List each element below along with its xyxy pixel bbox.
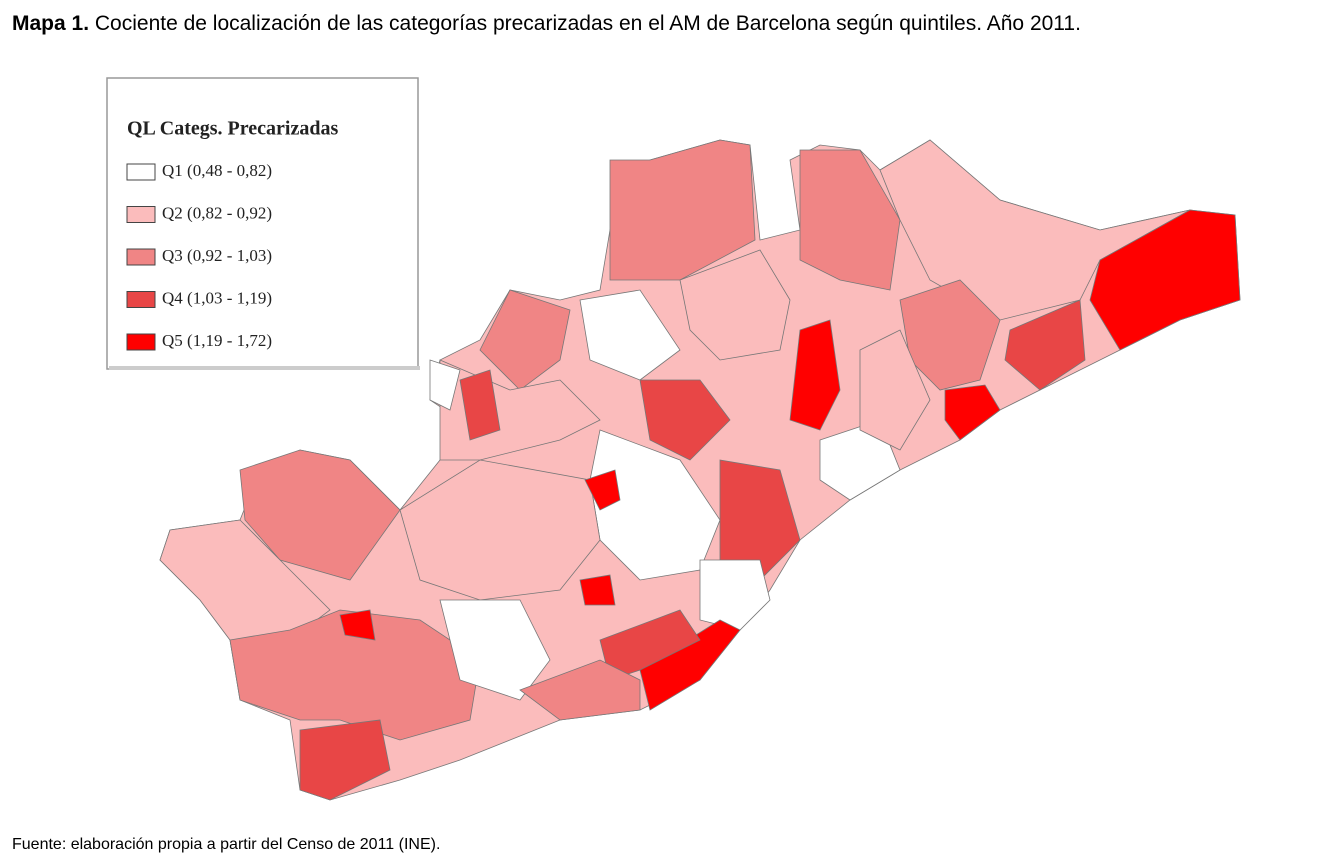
region (439, 599, 551, 701)
legend: QL Categs. Precarizadas Q1 (0,48 - 0,82)… (106, 77, 420, 370)
legend-label: Q2 (0,82 - 0,92) (162, 203, 272, 222)
region (229, 609, 481, 741)
legend-swatch (126, 333, 156, 351)
region (719, 459, 801, 581)
legend-label: Q3 (0,92 - 1,03) (162, 246, 272, 265)
region (339, 609, 376, 641)
source-note: Fuente: elaboración propia a partir del … (12, 836, 441, 853)
region (639, 379, 731, 461)
region (1004, 299, 1086, 391)
region (944, 384, 1001, 441)
region (479, 289, 571, 391)
region (579, 574, 616, 606)
region (299, 719, 391, 801)
legend-title: QL Categs. Precarizadas (127, 118, 338, 140)
region (399, 459, 601, 601)
region (799, 149, 901, 291)
legend-label: Q5 (1,19 - 1,72) (162, 331, 272, 350)
region (579, 289, 681, 381)
legend-shadow (109, 366, 420, 370)
legend-items: Q1 (0,48 - 0,82) Q2 (0,82 - 0,92) Q3 (0,92… (126, 161, 272, 351)
region (699, 559, 771, 631)
region (639, 619, 741, 711)
region (1089, 209, 1241, 351)
title-text: Cociente de localización de las categorí… (94, 12, 1081, 35)
legend-box (106, 77, 419, 370)
region (519, 659, 641, 721)
region (459, 369, 501, 441)
legend-swatch (126, 206, 156, 223)
legend-label: Q1 (0,48 - 0,82) (162, 161, 272, 180)
region (584, 469, 621, 511)
region (789, 319, 841, 431)
region (609, 139, 756, 281)
legend-swatch (126, 248, 156, 266)
region (429, 359, 461, 411)
region (859, 329, 931, 451)
region (679, 249, 791, 361)
map-title: Mapa 1. Cociente de localización de las … (12, 12, 1081, 36)
map: QL Categs. Precarizadas Q1 (0,48 - 0,82)… (106, 77, 1241, 801)
legend-swatch (126, 163, 156, 181)
legend-swatch (126, 291, 156, 308)
title-label: Mapa 1. (12, 12, 90, 35)
regions (159, 139, 1241, 801)
legend-label: Q4 (1,03 - 1,19) (162, 288, 272, 307)
region (239, 449, 401, 581)
